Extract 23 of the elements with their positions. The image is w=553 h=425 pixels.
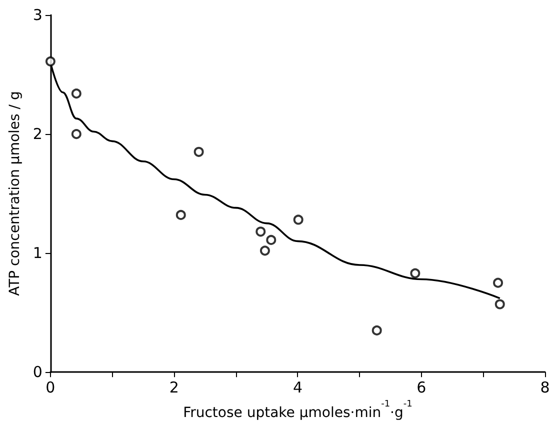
point [293, 214, 304, 225]
x-tick-label: 4 [292, 378, 302, 397]
x-tick-label: 2 [169, 378, 179, 397]
x-tick-label: 0 [46, 378, 56, 397]
point [493, 278, 504, 288]
point [194, 146, 204, 157]
point [71, 129, 82, 140]
y-axis-title: ATP concentration µmoles / g [7, 91, 23, 296]
point [260, 246, 270, 256]
point [494, 299, 505, 310]
point [410, 268, 420, 278]
point [71, 88, 82, 99]
point [176, 210, 186, 220]
y-tick-label: 0 [32, 363, 42, 382]
y-tick-label: 2 [32, 125, 42, 144]
point [266, 234, 276, 245]
point [372, 325, 382, 336]
y-tick-label: 3 [32, 6, 42, 24]
point [45, 56, 56, 66]
x-tick-label: 6 [416, 378, 426, 397]
y-tick-label: 1 [32, 244, 42, 262]
x-tick-label: 8 [540, 378, 550, 397]
point [256, 226, 266, 237]
